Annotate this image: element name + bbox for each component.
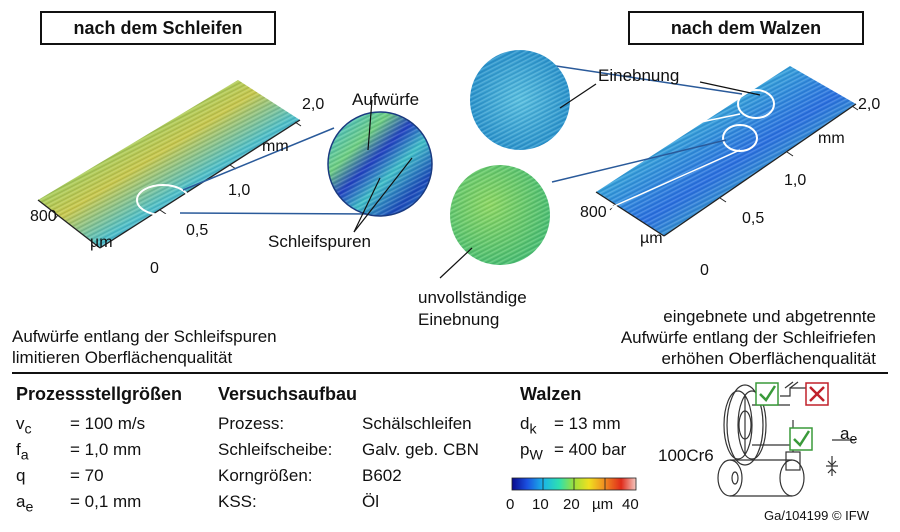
setup-key-2: Schleifscheibe: <box>218 440 333 459</box>
right-y-tick-1: 1,0 <box>784 172 807 189</box>
cross-icon <box>805 382 829 406</box>
rolling-schematic <box>717 381 855 497</box>
label-einebnung: Einebnung <box>598 66 680 85</box>
copyright: Ga/104199 © IFW <box>764 508 869 523</box>
param-ae-value: = 0,1 mm <box>70 492 142 511</box>
label-aufwuerfe: Aufwürfe <box>352 90 420 109</box>
colorbar-unit: µm <box>592 496 614 513</box>
title-left: nach dem Schleifen <box>40 11 276 45</box>
param-q-value: = 70 <box>70 466 104 485</box>
caption-right-line-1: eingebnete und abgetrennte <box>663 307 876 326</box>
setup-key-4: KSS: <box>218 492 257 511</box>
left-x-unit: µm <box>90 234 113 251</box>
right-y-tick-2: 2,0 <box>858 96 881 113</box>
heading-setup: Versuchsaufbau <box>218 384 358 404</box>
left-y-unit: mm <box>262 138 289 155</box>
colorbar-tick-0: 0 <box>506 496 515 513</box>
right-y-tick-05: 0,5 <box>742 210 765 227</box>
label-einebnung-2: Einebnung <box>418 310 500 329</box>
right-zoom-circle-top <box>470 50 597 150</box>
check-icon <box>755 382 779 406</box>
left-y-tick-0: 0 <box>150 260 159 277</box>
setup-value-2: Galv. geb. CBN <box>362 440 479 459</box>
colorbar-tick-10: 10 <box>532 496 549 513</box>
param-q-sym: q <box>16 466 26 485</box>
left-y-tick-1: 1,0 <box>228 182 251 199</box>
setup-value-3: B602 <box>362 466 402 485</box>
left-x-tick-800: 800 <box>30 208 57 225</box>
right-surface-plot <box>519 65 859 249</box>
rolling-pw-value: = 400 bar <box>554 440 627 459</box>
right-x-unit: µm <box>640 230 663 247</box>
right-zoom-circle-bottom <box>439 165 550 279</box>
left-zoom-circle <box>327 99 433 233</box>
colorbar-tick-20: 20 <box>563 496 580 513</box>
setup-value-4: Öl <box>362 492 379 511</box>
label-schleifspuren: Schleifspuren <box>268 232 372 251</box>
param-ae-sym: ae <box>16 492 34 516</box>
left-y-tick-05: 0,5 <box>186 222 209 239</box>
left-y-tick-2: 2,0 <box>302 96 325 113</box>
caption-right-line-2: Aufwürfe entlang der Schleifriefen <box>620 328 876 347</box>
left-surface-plot <box>37 80 373 249</box>
rolling-dk-sym: dk <box>520 414 537 438</box>
rolling-pw-sym: pW <box>520 440 543 464</box>
caption-left-line-1: Aufwürfe entlang der Schleifspuren <box>12 327 277 346</box>
right-y-tick-0: 0 <box>700 262 709 279</box>
heading-process-params: Prozessstellgrößen <box>16 384 183 404</box>
param-vc-sym: vc <box>16 414 32 438</box>
caption-right: eingebnete und abgetrennte Aufwürfe entl… <box>560 306 876 369</box>
setup-key-3: Korngrößen: <box>218 466 313 485</box>
right-x-tick-800: 800 <box>580 204 607 221</box>
caption-left-line-2: limitieren Oberflächenqualität <box>12 348 233 367</box>
colorbar <box>511 477 637 491</box>
param-fa-value: = 1,0 mm <box>70 440 142 459</box>
material-label: 100Cr6 <box>658 446 714 465</box>
param-vc-value: = 100 m/s <box>70 414 146 433</box>
caption-left: Aufwürfe entlang der Schleifspuren limit… <box>12 326 277 368</box>
right-y-unit: mm <box>818 130 845 147</box>
check-icon <box>789 427 813 451</box>
label-unvollstaendige: unvollständige <box>418 288 527 307</box>
setup-value-1: Schälschleifen <box>362 414 472 433</box>
colorbar-tick-40: 40 <box>622 496 639 513</box>
title-right: nach dem Walzen <box>628 11 864 45</box>
rolling-dk-value: = 13 mm <box>554 414 621 433</box>
setup-key-1: Prozess: <box>218 414 285 433</box>
caption-right-line-3: erhöhen Oberflächenqualität <box>661 349 876 368</box>
ae-label: ae <box>840 424 858 448</box>
param-fa-sym: fa <box>16 440 29 464</box>
heading-rolling: Walzen <box>520 384 582 404</box>
